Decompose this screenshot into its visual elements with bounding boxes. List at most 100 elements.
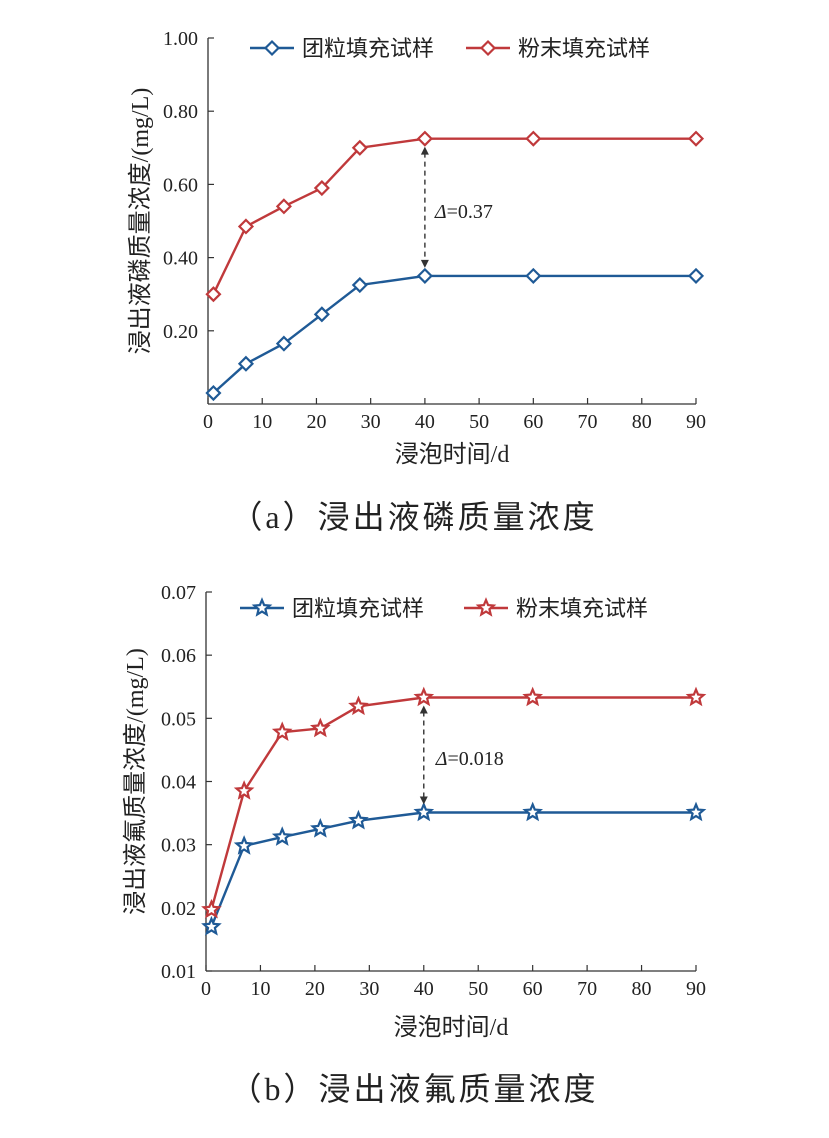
y-tick-label: 0.40 xyxy=(163,248,198,270)
legend-label: 粉末填充试样 xyxy=(518,36,650,61)
x-tick-label: 50 xyxy=(469,411,489,433)
data-point xyxy=(271,721,293,742)
data-point xyxy=(685,686,707,707)
y-tick-label: 0.02 xyxy=(161,898,196,920)
data-point xyxy=(237,218,255,235)
delta-symbol: Δ xyxy=(435,748,448,770)
x-tick-label: 10 xyxy=(252,411,272,433)
x-axis-label: 浸泡时间/d xyxy=(394,1014,509,1041)
y-tick-label: 0.04 xyxy=(161,772,196,794)
data-point xyxy=(416,267,433,284)
series-line xyxy=(210,811,696,928)
y-tick-label: 0.07 xyxy=(161,582,196,604)
data-point xyxy=(687,130,705,147)
chart-panel-b: 0 10 20 30 40 50 60 70 80 90 0.01 0.02 0.03 0.04 0.05 0… xyxy=(122,582,707,1107)
delta-annotation: Δ=0.018 xyxy=(419,705,504,805)
data-point xyxy=(687,267,705,284)
data-point xyxy=(522,801,544,822)
data-point xyxy=(525,267,542,284)
data-point xyxy=(275,198,292,215)
y-tick-label: 0.06 xyxy=(161,645,196,667)
legend-marker xyxy=(251,597,273,617)
data-point xyxy=(351,276,368,294)
y-tick-label: 0.03 xyxy=(161,835,196,857)
data-point xyxy=(205,286,222,303)
x-tick-label: 10 xyxy=(250,978,270,1000)
legend-label: 粉末填充试样 xyxy=(516,596,648,621)
chart-caption: （b）浸出液氟质量浓度 xyxy=(229,1071,598,1107)
x-tick-label: 60 xyxy=(523,411,543,433)
series-line xyxy=(212,137,696,295)
y-axis-label: 浸出液磷质量浓度/(mg/L) xyxy=(127,88,154,355)
arrow-up-icon xyxy=(420,146,429,155)
data-point xyxy=(416,130,433,147)
y-tick-label: 0.20 xyxy=(163,321,198,343)
series-granular xyxy=(201,801,707,936)
legend-marker xyxy=(263,39,281,57)
x-tick-label: 20 xyxy=(305,978,325,1000)
chart-caption: （a）浸出液磷质量浓度 xyxy=(230,499,597,535)
series-line xyxy=(210,696,696,911)
data-point xyxy=(233,835,255,855)
chart-panel-a: 0 10 20 30 40 50 60 70 80 90 0.20 0.40 0.60 0.80 1.00 浸… xyxy=(127,28,706,535)
data-point xyxy=(348,809,369,830)
y-tick-label: 1.00 xyxy=(163,28,198,50)
delta-label: Δ=0.37 xyxy=(434,201,493,223)
x-axis-label: 浸泡时间/d xyxy=(395,441,510,468)
series-powder xyxy=(201,686,707,919)
delta-value: =0.37 xyxy=(447,201,493,223)
y-tick-label: 0.05 xyxy=(161,708,196,730)
data-point xyxy=(233,780,255,800)
delta-label: Δ=0.018 xyxy=(435,748,504,770)
x-tick-label: 90 xyxy=(686,411,706,433)
data-point xyxy=(201,898,222,919)
legend: 团粒填充试样 粉末填充试样 xyxy=(240,596,648,621)
y-tick-label: 0.60 xyxy=(163,174,198,196)
data-point xyxy=(205,384,222,402)
data-point xyxy=(522,686,544,707)
x-tick-label: 20 xyxy=(306,411,326,433)
arrow-up-icon xyxy=(419,705,428,714)
data-point xyxy=(309,818,331,838)
x-tick-label: 80 xyxy=(632,978,652,1000)
x-tick-label: 50 xyxy=(468,978,488,1000)
y-tick-label: 0.80 xyxy=(163,101,198,123)
series-powder xyxy=(205,130,705,303)
data-point xyxy=(313,306,330,323)
x-tick-label: 70 xyxy=(578,411,598,433)
data-point xyxy=(201,915,222,936)
legend-label: 团粒填充试样 xyxy=(302,36,434,61)
legend-marker xyxy=(479,39,497,57)
data-point xyxy=(275,335,292,352)
data-point xyxy=(525,130,542,147)
data-point xyxy=(685,801,707,822)
data-point xyxy=(313,180,330,197)
x-tick-label: 0 xyxy=(201,978,211,1000)
legend-marker xyxy=(475,597,497,617)
legend: 团粒填充试样 粉末填充试样 xyxy=(250,36,650,61)
delta-annotation: Δ=0.37 xyxy=(420,146,493,268)
series-line xyxy=(212,274,696,394)
delta-symbol: Δ xyxy=(434,201,447,223)
y-axis-label: 浸出液氟质量浓度/(mg/L) xyxy=(122,648,149,915)
delta-value: =0.018 xyxy=(448,748,504,770)
x-tick-label: 30 xyxy=(359,978,379,1000)
x-tick-label: 70 xyxy=(577,978,597,1000)
x-tick-label: 30 xyxy=(361,411,381,433)
data-point xyxy=(309,717,331,738)
x-tick-label: 40 xyxy=(414,978,434,1000)
x-tick-label: 40 xyxy=(415,411,435,433)
legend-label: 团粒填充试样 xyxy=(292,596,424,621)
series-granular xyxy=(205,267,705,402)
x-tick-label: 0 xyxy=(203,411,213,433)
x-tick-label: 90 xyxy=(686,978,706,1000)
data-point xyxy=(348,695,369,716)
arrow-down-icon xyxy=(419,796,428,805)
data-point xyxy=(271,826,293,846)
data-point xyxy=(413,686,435,707)
y-tick-label: 0.01 xyxy=(161,961,196,983)
data-point xyxy=(413,801,435,822)
x-tick-label: 80 xyxy=(632,411,652,433)
